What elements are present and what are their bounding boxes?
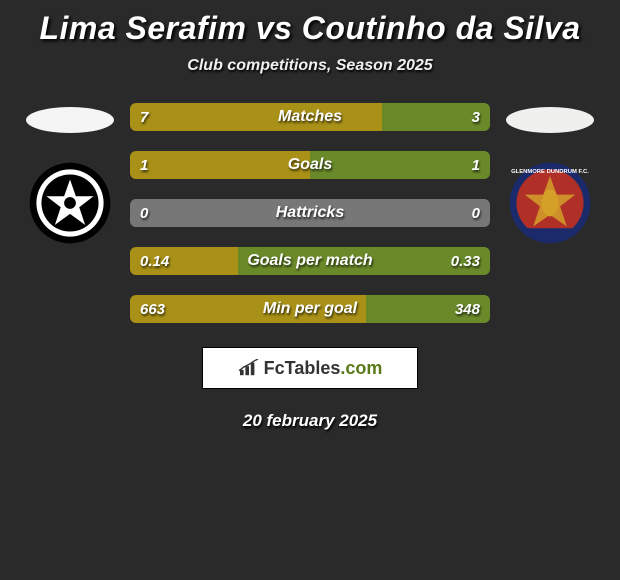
logo-brand: Fc <box>264 358 285 378</box>
fctables-logo[interactable]: FcTables.com <box>202 347 418 389</box>
bar-segment-left <box>130 247 238 275</box>
stat-bar: Min per goal663348 <box>130 295 490 323</box>
subtitle: Club competitions, Season 2025 <box>0 57 620 75</box>
right-club-crest: GLENMORE DUNDRUM F.C. <box>508 161 592 245</box>
bar-segment-left <box>130 151 310 179</box>
stat-bar: Goals11 <box>130 151 490 179</box>
left-club-crest <box>28 161 112 245</box>
bar-segment-left <box>130 295 366 323</box>
bar-segment-right <box>382 103 490 131</box>
svg-text:GLENMORE DUNDRUM F.C.: GLENMORE DUNDRUM F.C. <box>511 169 589 175</box>
right-player-column: GLENMORE DUNDRUM F.C. <box>500 103 600 245</box>
bar-segment-right <box>238 247 490 275</box>
left-player-column <box>20 103 120 245</box>
bar-segment-neutral <box>130 199 490 227</box>
logo-rest: Tables <box>285 358 341 378</box>
logo-text: FcTables.com <box>264 358 383 379</box>
stat-bar: Matches73 <box>130 103 490 131</box>
stat-bar: Goals per match0.140.33 <box>130 247 490 275</box>
bar-chart-icon <box>238 359 260 377</box>
stat-bar: Hattricks00 <box>130 199 490 227</box>
comparison-row: Matches73 Goals11 Hattricks00 Goals per mat… <box>0 103 620 323</box>
stat-bars: Matches73 Goals11 Hattricks00 Goals per mat… <box>130 103 490 323</box>
right-player-oval <box>506 107 594 133</box>
page-title: Lima Serafim vs Coutinho da Silva <box>0 4 620 57</box>
date-label: 20 february 2025 <box>0 411 620 431</box>
bar-segment-right <box>310 151 490 179</box>
left-player-oval <box>26 107 114 133</box>
bar-segment-right <box>366 295 490 323</box>
bar-segment-left <box>130 103 382 131</box>
comparison-card: Lima Serafim vs Coutinho da Silva Club c… <box>0 0 620 431</box>
logo-domain: .com <box>340 358 382 378</box>
